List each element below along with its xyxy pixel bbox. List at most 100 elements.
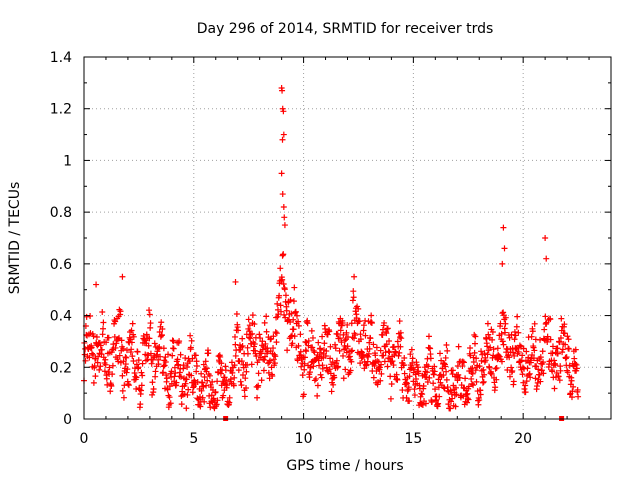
data-point bbox=[409, 355, 416, 362]
data-point bbox=[332, 345, 339, 352]
data-point bbox=[177, 373, 184, 380]
data-point bbox=[297, 348, 304, 355]
data-point bbox=[528, 333, 535, 340]
data-point bbox=[368, 320, 375, 327]
data-point bbox=[197, 393, 204, 400]
data-point bbox=[103, 339, 110, 346]
data-point bbox=[440, 372, 447, 379]
y-tick-label: 1.2 bbox=[50, 102, 72, 118]
data-point bbox=[112, 318, 119, 325]
data-point bbox=[162, 358, 169, 365]
data-point bbox=[396, 318, 403, 325]
data-point bbox=[408, 346, 415, 353]
data-point bbox=[263, 328, 270, 335]
data-point bbox=[350, 294, 357, 301]
data-point bbox=[452, 403, 459, 410]
data-point bbox=[523, 348, 530, 355]
data-point bbox=[574, 386, 581, 393]
data-point bbox=[502, 329, 509, 336]
data-point bbox=[301, 366, 308, 373]
data-point bbox=[542, 235, 549, 241]
data-point bbox=[100, 319, 107, 326]
data-point bbox=[387, 395, 394, 402]
data-point bbox=[282, 314, 289, 321]
data-point bbox=[543, 255, 550, 262]
data-point bbox=[384, 363, 391, 370]
data-point bbox=[290, 298, 297, 305]
data-point bbox=[279, 136, 286, 143]
data-point bbox=[111, 333, 118, 340]
data-point bbox=[360, 327, 367, 334]
data-point bbox=[324, 331, 331, 338]
data-point bbox=[401, 370, 408, 377]
data-point bbox=[334, 364, 341, 371]
data-point bbox=[174, 356, 181, 363]
data-point bbox=[109, 362, 116, 369]
data-point bbox=[117, 308, 124, 315]
data-point bbox=[484, 351, 491, 358]
data-point bbox=[231, 362, 238, 369]
data-point bbox=[373, 344, 380, 351]
data-point bbox=[114, 336, 121, 343]
data-point bbox=[258, 350, 265, 357]
data-point bbox=[537, 378, 544, 385]
data-point bbox=[524, 365, 531, 372]
data-point bbox=[473, 378, 480, 385]
data-point bbox=[470, 382, 477, 389]
data-point bbox=[403, 394, 410, 401]
data-point bbox=[511, 352, 518, 359]
data-point bbox=[336, 335, 343, 342]
data-point bbox=[552, 361, 559, 368]
data-point bbox=[532, 375, 539, 382]
data-point bbox=[130, 357, 137, 364]
data-point bbox=[287, 296, 294, 303]
data-point bbox=[420, 382, 427, 389]
data-point bbox=[514, 313, 521, 320]
data-point bbox=[452, 384, 459, 391]
data-point bbox=[535, 366, 542, 373]
data-point bbox=[419, 401, 426, 408]
data-point bbox=[317, 349, 324, 356]
data-point bbox=[217, 370, 224, 377]
data-point bbox=[490, 346, 497, 353]
data-point bbox=[376, 364, 383, 371]
data-point bbox=[313, 375, 320, 382]
data-point bbox=[436, 393, 443, 400]
data-point bbox=[283, 307, 290, 314]
data-point bbox=[555, 373, 562, 380]
data-point bbox=[573, 365, 580, 372]
data-point bbox=[160, 369, 167, 376]
data-point bbox=[281, 222, 288, 229]
data-point bbox=[429, 398, 436, 405]
data-point bbox=[485, 331, 492, 338]
data-point bbox=[127, 336, 134, 343]
data-point bbox=[531, 320, 538, 327]
data-point bbox=[251, 341, 258, 348]
data-point bbox=[372, 352, 379, 359]
data-point bbox=[92, 373, 99, 380]
data-point bbox=[465, 383, 472, 390]
data-point bbox=[357, 336, 364, 343]
data-point bbox=[520, 345, 527, 352]
data-point bbox=[263, 313, 270, 320]
data-point bbox=[130, 333, 137, 340]
data-point bbox=[158, 319, 165, 326]
data-point bbox=[499, 260, 506, 267]
data-point bbox=[291, 333, 298, 340]
data-point bbox=[93, 333, 100, 340]
data-point bbox=[328, 388, 335, 395]
data-point bbox=[493, 364, 500, 371]
data-point bbox=[139, 372, 146, 379]
data-point bbox=[295, 342, 302, 349]
data-point bbox=[128, 339, 135, 346]
data-point bbox=[201, 398, 208, 405]
data-point bbox=[477, 391, 484, 398]
data-point bbox=[200, 383, 207, 390]
data-point bbox=[108, 382, 115, 389]
data-point bbox=[570, 383, 577, 390]
data-point bbox=[266, 357, 273, 364]
data-point bbox=[289, 332, 296, 339]
data-point bbox=[494, 345, 501, 352]
data-point bbox=[160, 363, 167, 370]
